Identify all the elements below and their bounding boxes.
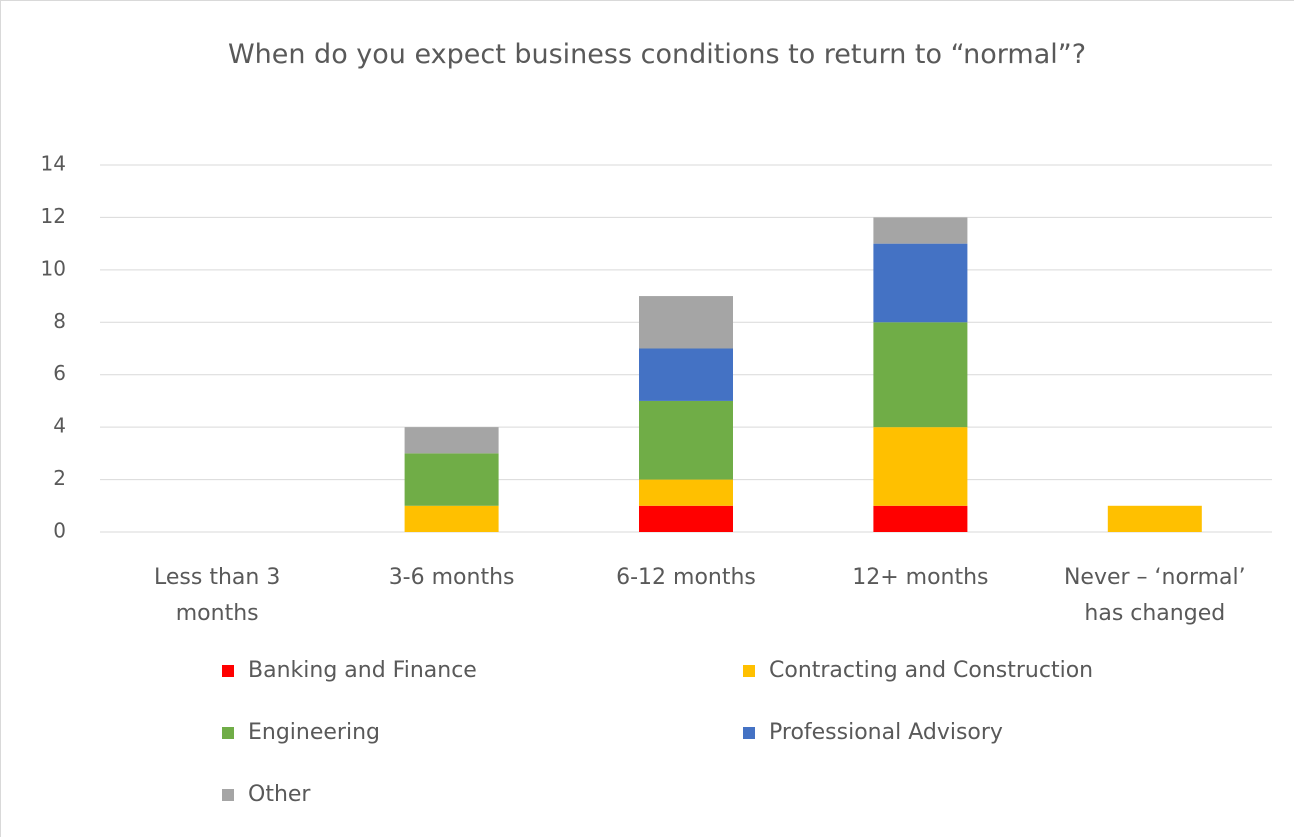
y-tick-label: 6 [53,361,66,385]
bar-segment [639,479,733,506]
legend-swatch [222,665,234,677]
bar-segment [873,217,968,244]
legend-swatch [222,727,234,739]
bar-segment [404,453,499,506]
bar-segment [873,427,968,506]
legend-label: Banking and Finance [248,658,477,683]
bar-segment [873,505,968,532]
bar-segment [639,505,733,532]
bar-segment [873,243,968,323]
legend-label: Engineering [248,720,380,745]
legend-label: Other [248,782,311,807]
y-tick-label: 10 [41,256,66,280]
y-tick-label: 2 [53,466,66,490]
bar-segment [404,505,499,532]
bar-segment [404,427,499,454]
x-tick-label: Never – ‘normal’ has changed [1063,565,1246,626]
legend-label: Professional Advisory [769,720,1003,745]
legend-swatch [222,789,234,801]
x-tick-label: 3-6 months [388,565,515,590]
bar-segment [639,400,733,480]
x-tick-label: Less than 3 months [154,565,281,626]
chart-title: When do you expect business conditions t… [227,39,1087,70]
y-tick-label: 8 [53,309,66,333]
bar-segment [639,348,733,401]
legend-label: Contracting and Construction [769,658,1093,683]
bar-segment [639,296,733,349]
x-tick-label: 6-12 months [616,565,756,590]
y-tick-label: 4 [53,414,66,438]
bar-segment [1107,505,1202,532]
legend-swatch [743,665,755,677]
x-tick-label: 12+ months [852,565,989,590]
y-tick-label: 12 [41,204,66,228]
y-tick-label: 14 [41,152,66,176]
legend-swatch [743,727,755,739]
bar-segment [873,322,968,428]
y-tick-label: 0 [53,519,66,543]
